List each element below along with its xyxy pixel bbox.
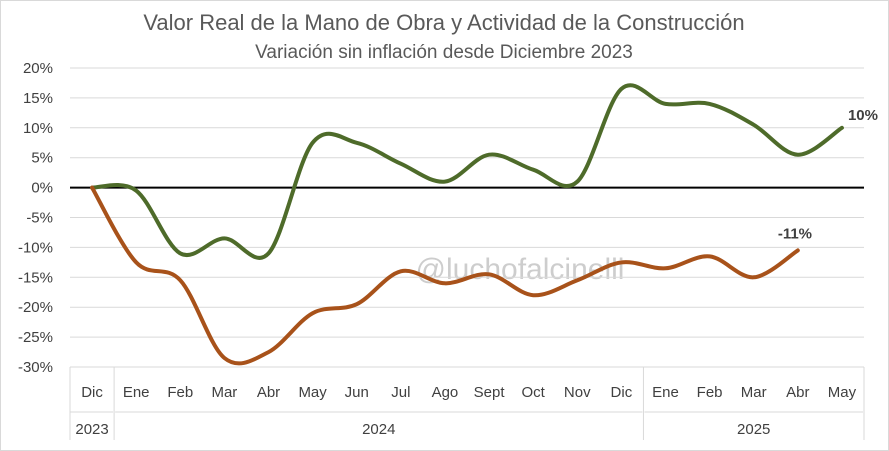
y-tick-label: -30% bbox=[18, 359, 53, 376]
end-value-label: -11% bbox=[778, 225, 812, 242]
x-tick-label: Jun bbox=[345, 384, 369, 401]
series-line-1 bbox=[90, 83, 844, 260]
x-year-label: 2023 bbox=[75, 421, 108, 438]
series-line-2 bbox=[90, 185, 800, 366]
x-tick-label: Ene bbox=[652, 384, 679, 401]
x-tick-label: Dic bbox=[81, 384, 103, 401]
y-tick-label: -25% bbox=[18, 329, 53, 346]
chart-subtitle: Variación sin inflación desde Diciembre … bbox=[255, 42, 633, 63]
x-tick-label: Nov bbox=[564, 384, 591, 401]
y-tick-label: -10% bbox=[18, 239, 53, 256]
x-tick-label: Abr bbox=[257, 384, 280, 401]
x-year-label: 2025 bbox=[737, 421, 770, 438]
x-tick-label: Ene bbox=[123, 384, 150, 401]
end-value-label: 10% bbox=[848, 107, 878, 124]
y-tick-label: 10% bbox=[23, 120, 53, 137]
x-tick-label: Abr bbox=[786, 384, 809, 401]
x-tick-label: Oct bbox=[521, 384, 545, 401]
x-tick-label: Jul bbox=[391, 384, 410, 401]
x-tick-label: Ago bbox=[432, 384, 459, 401]
x-tick-label: Mar bbox=[211, 384, 237, 401]
x-tick-label: May bbox=[298, 384, 327, 401]
chart-title: Valor Real de la Mano de Obra y Activida… bbox=[143, 10, 744, 35]
y-tick-label: 15% bbox=[23, 90, 53, 107]
y-tick-label: 5% bbox=[31, 150, 53, 167]
x-tick-label: Mar bbox=[741, 384, 767, 401]
y-tick-label: -15% bbox=[18, 269, 53, 286]
x-tick-label: Feb bbox=[167, 384, 193, 401]
x-tick-label: Sept bbox=[474, 384, 506, 401]
watermark: @luchofalcinelli bbox=[416, 253, 625, 286]
x-year-label: 2024 bbox=[362, 421, 395, 438]
y-tick-label: -5% bbox=[26, 210, 53, 227]
x-tick-label: Feb bbox=[697, 384, 723, 401]
y-tick-label: 20% bbox=[23, 60, 53, 77]
y-tick-label: -20% bbox=[18, 299, 53, 316]
y-tick-label: 0% bbox=[31, 180, 53, 197]
x-tick-label: Dic bbox=[611, 384, 633, 401]
x-tick-label: May bbox=[828, 384, 857, 401]
